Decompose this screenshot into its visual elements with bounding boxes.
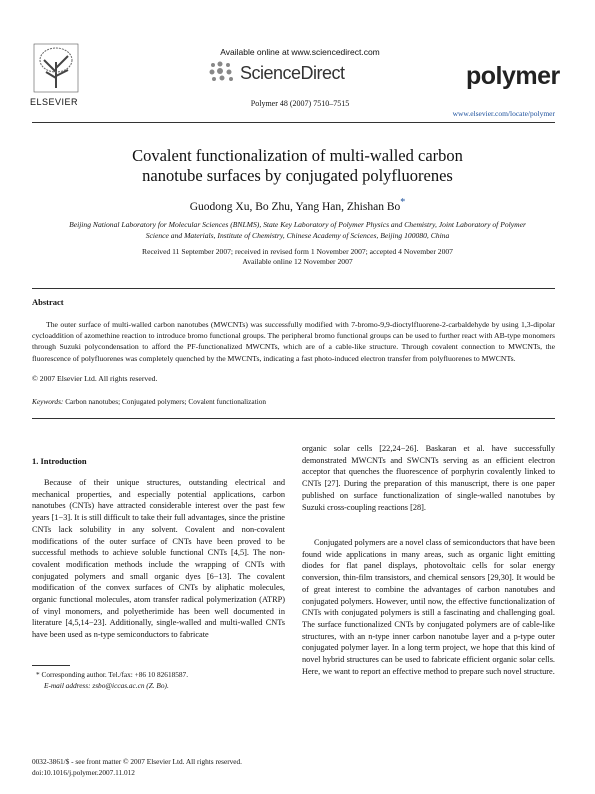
title: Covalent functionalization of multi-wall…	[132, 146, 463, 185]
paragraph: Conjugated polymers are a novel class of…	[302, 538, 555, 676]
available-online: Available online at www.sciencedirect.co…	[220, 47, 380, 57]
keywords-label: Keywords:	[32, 397, 64, 406]
affiliation: Beijing National Laboratory for Molecula…	[69, 220, 526, 240]
keywords-text: Carbon nanotubes; Conjugated polymers; C…	[65, 397, 267, 406]
elsevier-logo	[33, 43, 79, 93]
author-names: Guodong Xu, Bo Zhu, Yang Han, Zhishan Bo	[189, 200, 401, 213]
citation: Polymer 48 (2007) 7510–7515	[250, 99, 350, 108]
paragraph: organic solar cells [22,24−26]. Baskaran…	[302, 444, 555, 512]
abstract-text: The outer surface of multi-walled carbon…	[32, 320, 555, 363]
rule	[32, 418, 555, 419]
date-line: Received 11 September 2007; received in …	[142, 247, 453, 256]
section-heading: 1. Introduction	[32, 456, 87, 466]
copyright: © 2007 Elsevier Ltd. All rights reserved…	[32, 374, 158, 383]
footer-line: doi:10.1016/j.polymer.2007.11.012	[32, 767, 135, 777]
footnote-rule	[32, 665, 70, 666]
authors: Guodong Xu, Bo Zhu, Yang Han, Zhishan Bo…	[100, 197, 495, 213]
abstract-heading: Abstract	[32, 297, 64, 307]
journal-name: polymer	[466, 62, 560, 90]
rule	[32, 288, 555, 289]
footnote-line: * Corresponding author. Tel./fax: +86 10…	[36, 670, 189, 679]
footnote-line: E-mail address: zsbo@iccas.ac.cn (Z. Bo)…	[44, 680, 169, 690]
date-line: Available online 12 November 2007	[242, 257, 353, 266]
footer-line: 0032-3861/$ - see front matter © 2007 El…	[32, 757, 243, 766]
footer: 0032-3861/$ - see front matter © 2007 El…	[32, 757, 242, 778]
keywords: Keywords: Carbon nanotubes; Conjugated p…	[32, 397, 266, 406]
journal-url[interactable]: www.elsevier.com/locate/polymer	[452, 109, 555, 118]
sciencedirect-icon	[209, 61, 233, 81]
corresponding-mark[interactable]: *	[400, 197, 406, 208]
footnote: * Corresponding author. Tel./fax: +86 10…	[36, 670, 188, 691]
rule	[32, 122, 555, 123]
publisher: ELSEVIER	[30, 97, 79, 107]
dates: Received 11 September 2007; received in …	[60, 247, 535, 267]
paragraph: Because of their unique structures, outs…	[32, 478, 285, 640]
sciencedirect: ScienceDirect	[240, 63, 345, 83]
